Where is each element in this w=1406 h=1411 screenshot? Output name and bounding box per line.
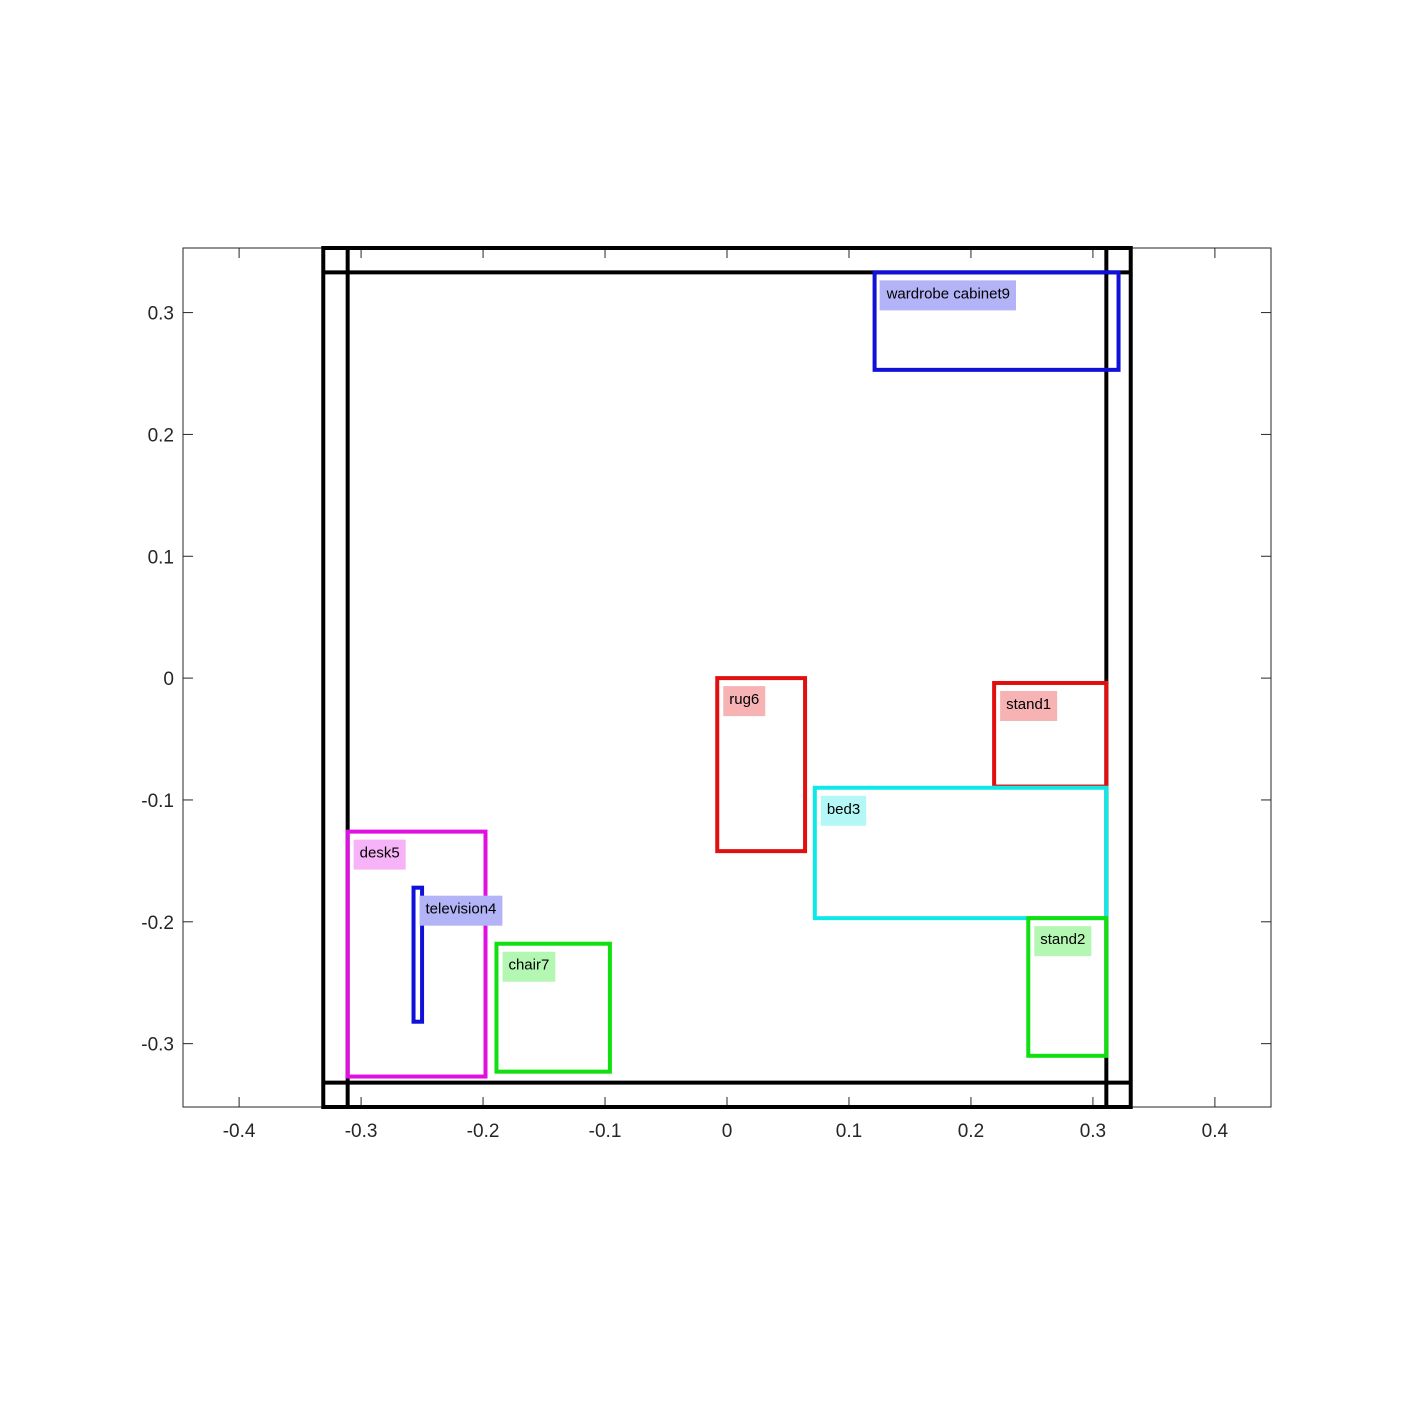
- room-walls: [321, 246, 1133, 1109]
- object-label: bed3: [827, 801, 860, 818]
- x-tick-label: 0.1: [836, 1121, 862, 1142]
- object-label: chair7: [508, 957, 549, 974]
- y-tick-label: 0.1: [148, 547, 174, 568]
- y-tick-label: -0.1: [141, 791, 174, 812]
- object-label-bg: [879, 280, 1017, 311]
- x-tick-label: 0: [722, 1121, 733, 1142]
- object-label-bg: [353, 839, 406, 870]
- object-wardrobe-cabinet9: wardrobe cabinet9: [872, 270, 1121, 372]
- object-desk5: desk5: [345, 829, 488, 1079]
- outer-wall: [321, 246, 1133, 1109]
- object-label-bg: [502, 951, 556, 982]
- object-label-bg: [723, 686, 766, 717]
- x-tick-label: -0.3: [345, 1121, 378, 1142]
- object-label-bg: [419, 895, 503, 926]
- object-outline: [715, 676, 808, 854]
- object-stand1: stand1: [992, 680, 1109, 789]
- object-stand2: stand2: [1026, 916, 1109, 1058]
- object-chair7: chair7: [494, 941, 612, 1074]
- object-label: stand1: [1006, 696, 1051, 713]
- axis-ticks: -0.4 -0.3 -0.2 -0.1 0 0.1 0.2 0.3 0.4 -0.3 -0.2 -0.…: [141, 248, 1271, 1142]
- x-tick-label: -0.4: [223, 1121, 256, 1142]
- object-label-bg: [1034, 926, 1092, 957]
- x-tick-label: 0.3: [1080, 1121, 1106, 1142]
- object-label-bg: [820, 795, 867, 826]
- y-tick-label: -0.3: [141, 1035, 174, 1056]
- y-tick-label: -0.2: [141, 913, 174, 934]
- object-bed3: bed3: [812, 785, 1109, 921]
- object-label: desk5: [360, 845, 400, 862]
- object-outline: [345, 829, 488, 1079]
- x-tick-label: -0.2: [467, 1121, 500, 1142]
- x-tick-label: 0.4: [1202, 1121, 1229, 1142]
- object-label: stand2: [1040, 931, 1085, 948]
- object-outline: [411, 885, 425, 1024]
- y-tick-label: 0.3: [148, 304, 174, 325]
- object-label-bg: [1000, 690, 1058, 721]
- object-rug6: rug6: [715, 676, 808, 854]
- object-label: television4: [426, 901, 497, 918]
- furniture-objects: wardrobe cabinet9 rug6 stand1 bed3 stand2 des…: [345, 270, 1121, 1079]
- x-tick-label: -0.1: [589, 1121, 622, 1142]
- object-label: wardrobe cabinet9: [886, 285, 1010, 302]
- object-television4: television4: [411, 885, 503, 1024]
- object-outline: [812, 785, 1109, 921]
- y-tick-label: 0: [163, 669, 174, 690]
- y-tick-label: 0.2: [148, 425, 174, 446]
- object-outline: [872, 270, 1121, 372]
- x-tick-label: 0.2: [958, 1121, 984, 1142]
- object-label: rug6: [729, 691, 759, 708]
- object-outline: [494, 941, 612, 1074]
- object-outline: [1026, 916, 1109, 1058]
